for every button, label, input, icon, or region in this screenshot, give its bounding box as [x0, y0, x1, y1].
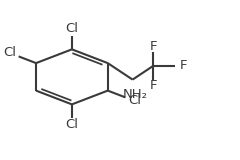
- Text: F: F: [180, 59, 187, 72]
- Text: Cl: Cl: [3, 46, 16, 59]
- Text: Cl: Cl: [66, 22, 78, 35]
- Text: F: F: [150, 79, 157, 92]
- Text: Cl: Cl: [128, 94, 141, 107]
- Text: F: F: [150, 40, 157, 53]
- Text: NH₂: NH₂: [123, 88, 148, 101]
- Text: Cl: Cl: [66, 118, 78, 131]
